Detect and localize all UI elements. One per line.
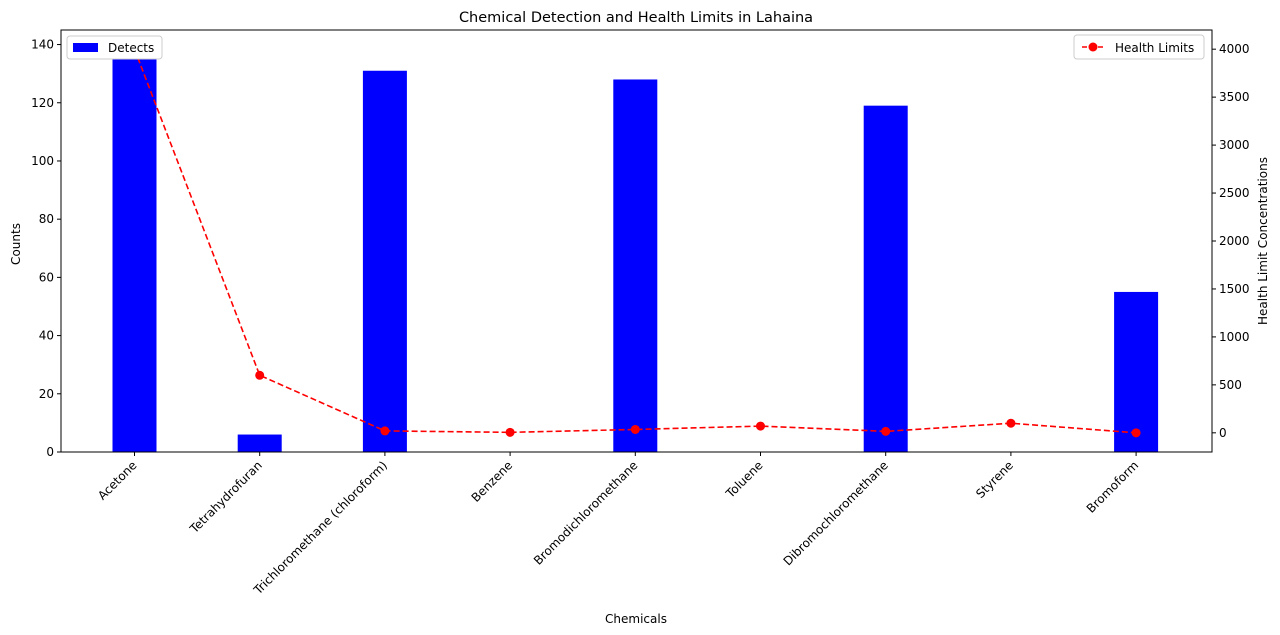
x-tick-label: Bromodichloromethane (531, 458, 640, 567)
left-axis-ticks: 0 20 40 60 80 100 120 140 (31, 38, 61, 459)
y-tick-label: 40 (39, 329, 54, 343)
legend-detects-label: Detects (108, 41, 154, 55)
health-limit-point (1131, 428, 1141, 438)
health-limit-point (756, 421, 765, 431)
health-limit-point (380, 426, 390, 436)
health-limit-point (630, 424, 640, 434)
y2-tick-label: 3000 (1219, 138, 1250, 152)
bar-trichloromethane-chloroform (362, 70, 407, 453)
y2-tick-label: 2500 (1219, 186, 1250, 200)
chart-title: Chemical Detection and Health Limits in … (459, 10, 813, 26)
right-axis-ticks: 0 500 1000 1500 2000 2500 3000 3500 4000 (1212, 42, 1250, 440)
y2-tick-label: 3500 (1219, 90, 1250, 104)
health-limit-point (255, 370, 265, 380)
legend-health-limits-label: Health Limits (1115, 41, 1194, 55)
x-tick-label: Trichloromethane (chloroform) (250, 458, 390, 598)
legend-detects: Detects (66, 35, 163, 60)
y2-tick-label: 1500 (1219, 282, 1250, 296)
legend-health-limits-marker (1088, 42, 1098, 52)
y2-tick-label: 0 (1219, 426, 1227, 440)
bar-tetrahydrofuran (237, 434, 282, 452)
y2-tick-label: 2000 (1219, 234, 1250, 248)
x-tick-label: Tetrahydrofuran (187, 458, 265, 536)
legend-health-limits: Health Limits (1073, 34, 1205, 60)
x-tick-label: Benzene (469, 458, 516, 505)
y-tick-label: 80 (39, 212, 54, 226)
plot-area (60, 29, 1213, 453)
health-limit-point (505, 427, 515, 437)
bar-acetone (112, 50, 157, 453)
y-axis-label: Counts (9, 223, 23, 265)
bar-bromodichloromethane (613, 79, 658, 452)
y2-axis-label: Health Limit Concentrations (1256, 157, 1270, 325)
y-tick-label: 20 (39, 387, 54, 401)
y2-tick-label: 500 (1219, 378, 1242, 392)
y-tick-label: 0 (46, 445, 54, 459)
x-tick-label: Bromoform (1084, 458, 1141, 515)
health-limit-point (881, 426, 891, 436)
y2-tick-label: 1000 (1219, 330, 1250, 344)
legend-detects-swatch (73, 43, 98, 52)
y-tick-label: 60 (39, 270, 54, 284)
x-tick-label: Styrene (973, 458, 1016, 501)
x-axis-label: Chemicals (605, 612, 667, 626)
y-tick-label: 140 (31, 38, 54, 52)
y2-tick-label: 4000 (1219, 42, 1250, 56)
health-limit-point (1006, 418, 1016, 428)
bar-bromoform (1114, 291, 1159, 452)
x-tick-label: Dibromochloromethane (781, 458, 891, 568)
x-tick-label: Toluene (723, 458, 766, 501)
x-tick-label: Acetone (95, 458, 140, 503)
y-tick-label: 120 (31, 96, 54, 110)
y-tick-label: 100 (31, 154, 54, 168)
bar-dibromochloromethane (863, 105, 908, 452)
